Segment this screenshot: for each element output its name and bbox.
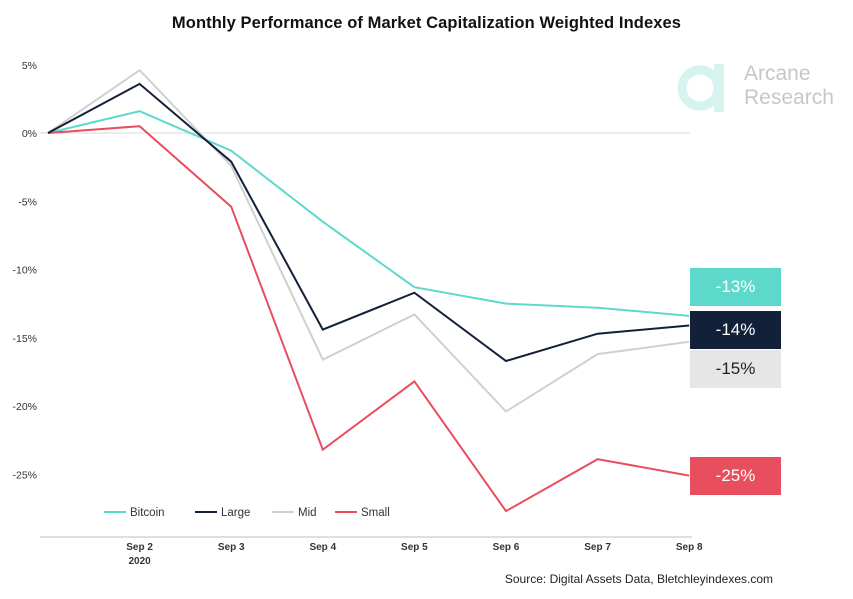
x-axis: Sep 2 Sep 3 Sep 4 Sep 5 Sep 6 Sep 7 Sep 8 2020 [40, 536, 703, 567]
legend-label-mid: Mid [298, 507, 317, 519]
y-tick-label: -10% [12, 265, 37, 277]
series-line-bitcoin [47, 110, 690, 317]
x-tick-label: Sep 2 [126, 542, 153, 553]
y-tick-label: -20% [12, 401, 37, 413]
chart-title: Monthly Performance of Market Capitaliza… [171, 14, 682, 32]
series-line-large [47, 82, 690, 363]
x-tick-sublabel: 2020 [128, 556, 151, 567]
source-note: Source: Digital Assets Data, Bletchleyin… [504, 572, 773, 586]
x-tick-label: Sep 7 [584, 542, 611, 553]
end-label-bitcoin: -13% [690, 268, 781, 306]
x-tick-label: Sep 6 [493, 542, 520, 553]
end-label-mid: -15% [690, 350, 781, 388]
brand-name: Arcane Research [744, 62, 834, 110]
end-label-small: -25% [690, 457, 781, 495]
y-tick-label: -25% [12, 469, 37, 481]
series-lines [47, 68, 690, 513]
y-tick-label: 5% [22, 60, 37, 72]
y-tick-label: -5% [18, 196, 37, 208]
series-line-mid [47, 68, 690, 413]
y-axis: 5% 0% -5% -10% -15% -20% -25% [12, 60, 37, 482]
arcane-logo-icon [677, 64, 724, 112]
legend-label-bitcoin: Bitcoin [130, 507, 165, 519]
x-tick-label: Sep 8 [676, 542, 703, 553]
brand-name-line2: Research [744, 86, 834, 109]
end-label-large: -14% [690, 311, 781, 349]
x-tick-label: Sep 5 [401, 542, 428, 553]
x-tick-label: Sep 3 [218, 542, 245, 553]
brand-name-line1: Arcane [744, 62, 811, 85]
y-tick-label: -15% [12, 333, 37, 345]
brand-logo: Arcane Research [674, 60, 849, 120]
x-tick-label: Sep 4 [309, 542, 336, 553]
y-tick-label: 0% [22, 128, 37, 140]
legend: Bitcoin Large Mid Small [104, 507, 390, 519]
series-line-small [47, 125, 690, 513]
legend-label-large: Large [221, 507, 250, 519]
legend-label-small: Small [361, 507, 390, 519]
